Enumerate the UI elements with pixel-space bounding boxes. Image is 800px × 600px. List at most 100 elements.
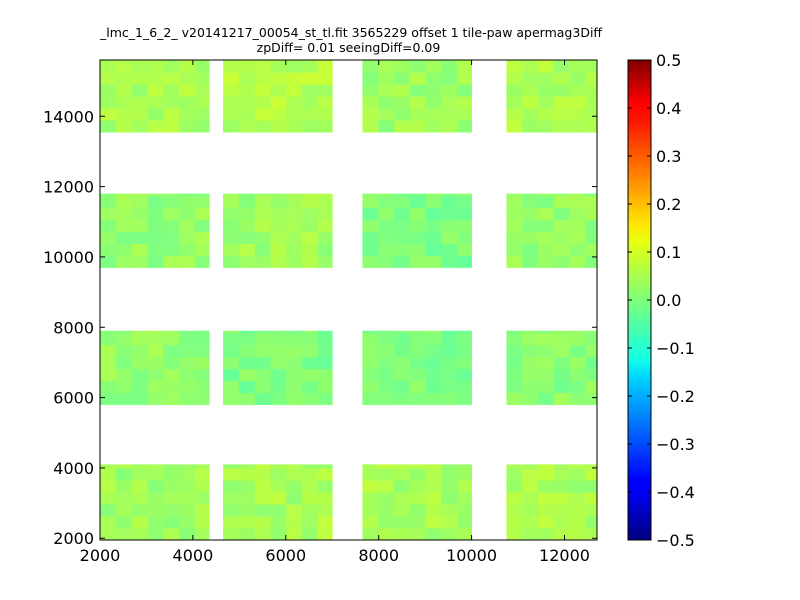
heatmap-cell [409, 492, 426, 505]
heatmap-cell [553, 96, 570, 109]
heatmap-cell [378, 243, 395, 256]
heatmap-cell [147, 195, 164, 209]
heatmap-cell [178, 468, 196, 481]
heatmap-cell [457, 193, 472, 197]
heatmap-cell [394, 193, 411, 197]
heatmap-cell [270, 195, 287, 209]
heatmap-cell [115, 108, 132, 121]
heatmap-cell [131, 243, 148, 256]
colorbar-tick-label: −0.4 [656, 483, 695, 502]
heatmap-cell [569, 464, 586, 469]
heatmap-cell [100, 468, 117, 481]
heatmap-cell [553, 60, 570, 73]
heatmap-cell [100, 255, 117, 268]
heatmap-cell [506, 392, 523, 406]
heatmap-cell [131, 380, 148, 394]
heatmap-cell [131, 332, 148, 346]
y-tick-label: 14000 [43, 107, 94, 126]
heatmap-cell [425, 356, 442, 370]
heatmap-cell [194, 344, 210, 358]
heatmap-cell [286, 193, 303, 197]
heatmap-cell [286, 332, 303, 346]
heatmap-cell [223, 480, 240, 493]
heatmap-cell [394, 368, 411, 382]
heatmap-cell [362, 380, 379, 394]
heatmap-cell [585, 195, 597, 209]
heatmap-cell [163, 72, 180, 85]
heatmap-cell [457, 243, 472, 256]
heatmap-cell [425, 84, 442, 97]
heatmap-cell [394, 120, 411, 133]
heatmap-cell [147, 468, 164, 481]
heatmap-cell [254, 72, 271, 85]
heatmap-cell [569, 72, 586, 85]
heatmap-cell [302, 492, 319, 505]
heatmap-cell [506, 368, 523, 382]
heatmap-cell [270, 368, 287, 382]
heatmap-cell [178, 108, 196, 121]
heatmap-cell [254, 492, 271, 505]
heatmap-cell [147, 108, 164, 121]
heatmap-cell [254, 60, 271, 73]
heatmap-cell [302, 468, 319, 481]
heatmap-cell [100, 356, 117, 370]
heatmap-cell [238, 504, 256, 517]
heatmap-cell [178, 528, 196, 540]
heatmap-cell [115, 243, 132, 256]
heatmap-cell [115, 193, 132, 197]
heatmap-cell [378, 108, 395, 121]
heatmap-cell [362, 255, 379, 268]
heatmap-cell [378, 231, 395, 244]
heatmap-cell [238, 255, 256, 268]
heatmap-cell [223, 356, 240, 370]
heatmap-cell [194, 516, 210, 529]
heatmap-cell [100, 492, 117, 505]
heatmap-cell [441, 193, 458, 197]
heatmap-cell [362, 243, 379, 256]
heatmap-cell [223, 84, 240, 97]
heatmap-cell [131, 195, 148, 209]
heatmap-cell [147, 72, 164, 85]
heatmap-cell [457, 344, 472, 358]
heatmap-cell [194, 356, 210, 370]
heatmap-cell [302, 195, 319, 209]
heatmap-cell [553, 231, 570, 244]
heatmap-cell [131, 468, 148, 481]
heatmap-cell [425, 207, 442, 221]
heatmap-cell [378, 72, 395, 85]
heatmap-cell [100, 84, 117, 97]
heatmap-cell [270, 243, 287, 256]
heatmap-cell [163, 255, 180, 268]
heatmap-cell [317, 207, 333, 221]
heatmap-cell [100, 392, 117, 406]
heatmap-cell [378, 480, 395, 493]
heatmap-cell [585, 84, 597, 97]
heatmap-cell [163, 60, 180, 73]
heatmap-cell [506, 480, 523, 493]
heatmap-cell [553, 380, 570, 394]
heatmap-cell [506, 108, 523, 121]
heatmap-cell [378, 528, 395, 540]
heatmap-cell [585, 464, 597, 469]
heatmap-cell [409, 392, 426, 406]
y-tick-label: 10000 [43, 248, 94, 267]
heatmap-cell [425, 368, 442, 382]
heatmap-cell [270, 193, 287, 197]
heatmap-cell [286, 120, 303, 133]
heatmap-cell [131, 356, 148, 370]
heatmap-cell [409, 468, 426, 481]
heatmap-cell [286, 468, 303, 481]
heatmap-cell [100, 504, 117, 517]
heatmap-cell [286, 108, 303, 121]
heatmap-cell [286, 219, 303, 233]
heatmap-cell [286, 368, 303, 382]
heatmap-cell [194, 468, 210, 481]
y-axis: 2000 4000 6000 8000 10000 12000 14000 [43, 107, 597, 548]
heatmap-cell [302, 330, 319, 334]
heatmap-cell [441, 96, 458, 109]
heatmap-cell [394, 504, 411, 517]
heatmap-cell [425, 193, 442, 197]
heatmap-cell [378, 60, 395, 73]
heatmap-cell [147, 528, 164, 540]
heatmap-cell [409, 219, 426, 233]
